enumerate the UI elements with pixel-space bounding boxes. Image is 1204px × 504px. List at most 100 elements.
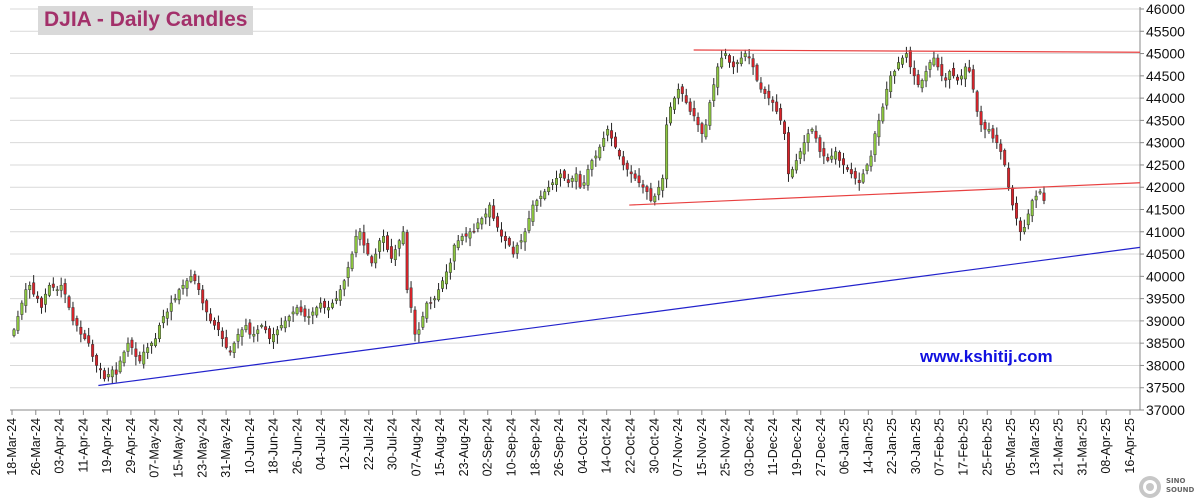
candle-up [425, 302, 429, 319]
x-tick-label: 07-Aug-24 [409, 418, 423, 476]
candle-down [51, 283, 55, 288]
candle-down [999, 143, 1003, 152]
candle-up [987, 129, 991, 132]
candle-up [448, 262, 452, 273]
x-tick-label: 22-Jan-25 [885, 418, 899, 474]
candle-down [71, 307, 75, 322]
candle-up [165, 311, 169, 319]
candle-up [602, 137, 606, 147]
candle-up [527, 218, 531, 231]
candle-down [91, 344, 95, 357]
candle-up [456, 240, 460, 248]
candle-up [244, 325, 248, 331]
candle-down [75, 318, 79, 326]
candle-up [543, 191, 547, 199]
candle-up [311, 311, 315, 316]
candle-up [724, 53, 728, 56]
grid-lines [10, 7, 1141, 411]
candle-down [728, 55, 731, 63]
candle-up [720, 57, 724, 68]
candle-down [759, 82, 763, 90]
candle-up [582, 182, 586, 186]
candle-up [672, 97, 676, 110]
x-tick-label: 04-Oct-24 [576, 418, 590, 474]
candle-down [783, 121, 787, 135]
trendline-rising-support [98, 246, 1141, 387]
candle-up [704, 124, 708, 138]
candle-down [700, 123, 704, 135]
candle-down [205, 300, 209, 313]
candle-up [157, 325, 161, 339]
candle-up [378, 240, 382, 252]
candle-down [492, 205, 496, 219]
x-tick-label: 02-Sep-24 [481, 418, 495, 476]
candle-down [845, 167, 849, 170]
candle-up [676, 88, 680, 99]
y-tick-label: 38500 [1146, 335, 1185, 351]
candle-down [779, 108, 783, 121]
candle-down [842, 158, 845, 166]
candle-up [665, 124, 669, 180]
candle-up [330, 302, 334, 308]
candle-up [904, 53, 908, 58]
candle-up [810, 129, 814, 132]
x-tick-label: 30-Oct-24 [647, 418, 661, 474]
candle-down [625, 162, 629, 170]
x-tick-label: 14-Oct-24 [600, 418, 614, 474]
candle-down [409, 287, 413, 308]
candle-down [67, 296, 71, 308]
candle-up [185, 280, 189, 289]
candle-down [991, 128, 995, 139]
y-tick-label: 45000 [1146, 46, 1185, 62]
candle-up [586, 169, 590, 186]
candle-down [940, 64, 944, 77]
x-tick-label: 16-Apr-25 [1123, 418, 1137, 474]
candle-down [633, 173, 637, 179]
candle-up [480, 218, 484, 225]
candle-up [712, 84, 716, 101]
candle-down [692, 108, 696, 117]
candle-up [928, 62, 932, 70]
y-axis: 46000 45500 45000 44500 44000 43500 43000 42500… [1140, 1, 1185, 418]
candle-down [36, 295, 40, 299]
candle-down [822, 148, 826, 157]
candle-up [161, 316, 165, 324]
candle-up [869, 155, 873, 167]
candle-up [374, 253, 378, 264]
candle-down [386, 235, 389, 250]
candle-up [327, 307, 330, 311]
candle-down [637, 175, 641, 184]
x-tick-label: 10-Jun-24 [243, 418, 257, 474]
y-tick-label: 41000 [1146, 224, 1185, 240]
candle-up [350, 253, 354, 269]
candle-down [995, 134, 999, 143]
candle-up [106, 374, 110, 378]
y-tick-label: 38000 [1146, 357, 1185, 373]
y-tick-label: 44500 [1146, 68, 1185, 84]
y-tick-label: 40000 [1146, 268, 1185, 284]
candle-up [515, 244, 519, 254]
candle-down [323, 300, 327, 308]
logo-text: SINO SOUND [1166, 477, 1195, 494]
candle-up [452, 244, 456, 262]
candle-down [983, 122, 987, 130]
x-axis: 18-Mar-24 26-Mar-24 03-Apr-24 11-Apr-24 19-A… [5, 410, 1137, 478]
candle-up [570, 178, 574, 182]
y-tick-label: 46000 [1146, 1, 1185, 17]
candle-up [794, 160, 798, 171]
candle-down [610, 130, 614, 139]
candle-up [169, 302, 173, 312]
candles [12, 46, 1046, 384]
candle-up [441, 280, 444, 289]
candle-down [975, 91, 979, 112]
candle-up [437, 289, 441, 301]
x-tick-label: 12-Jul-24 [338, 418, 352, 470]
x-tick-label: 03-Dec-24 [742, 418, 756, 476]
x-tick-label: 07-Feb-25 [933, 418, 947, 476]
candle-up [555, 178, 558, 185]
candle-up [150, 342, 154, 347]
candle-up [885, 88, 889, 106]
candle-up [189, 276, 193, 282]
candle-down [405, 232, 409, 290]
